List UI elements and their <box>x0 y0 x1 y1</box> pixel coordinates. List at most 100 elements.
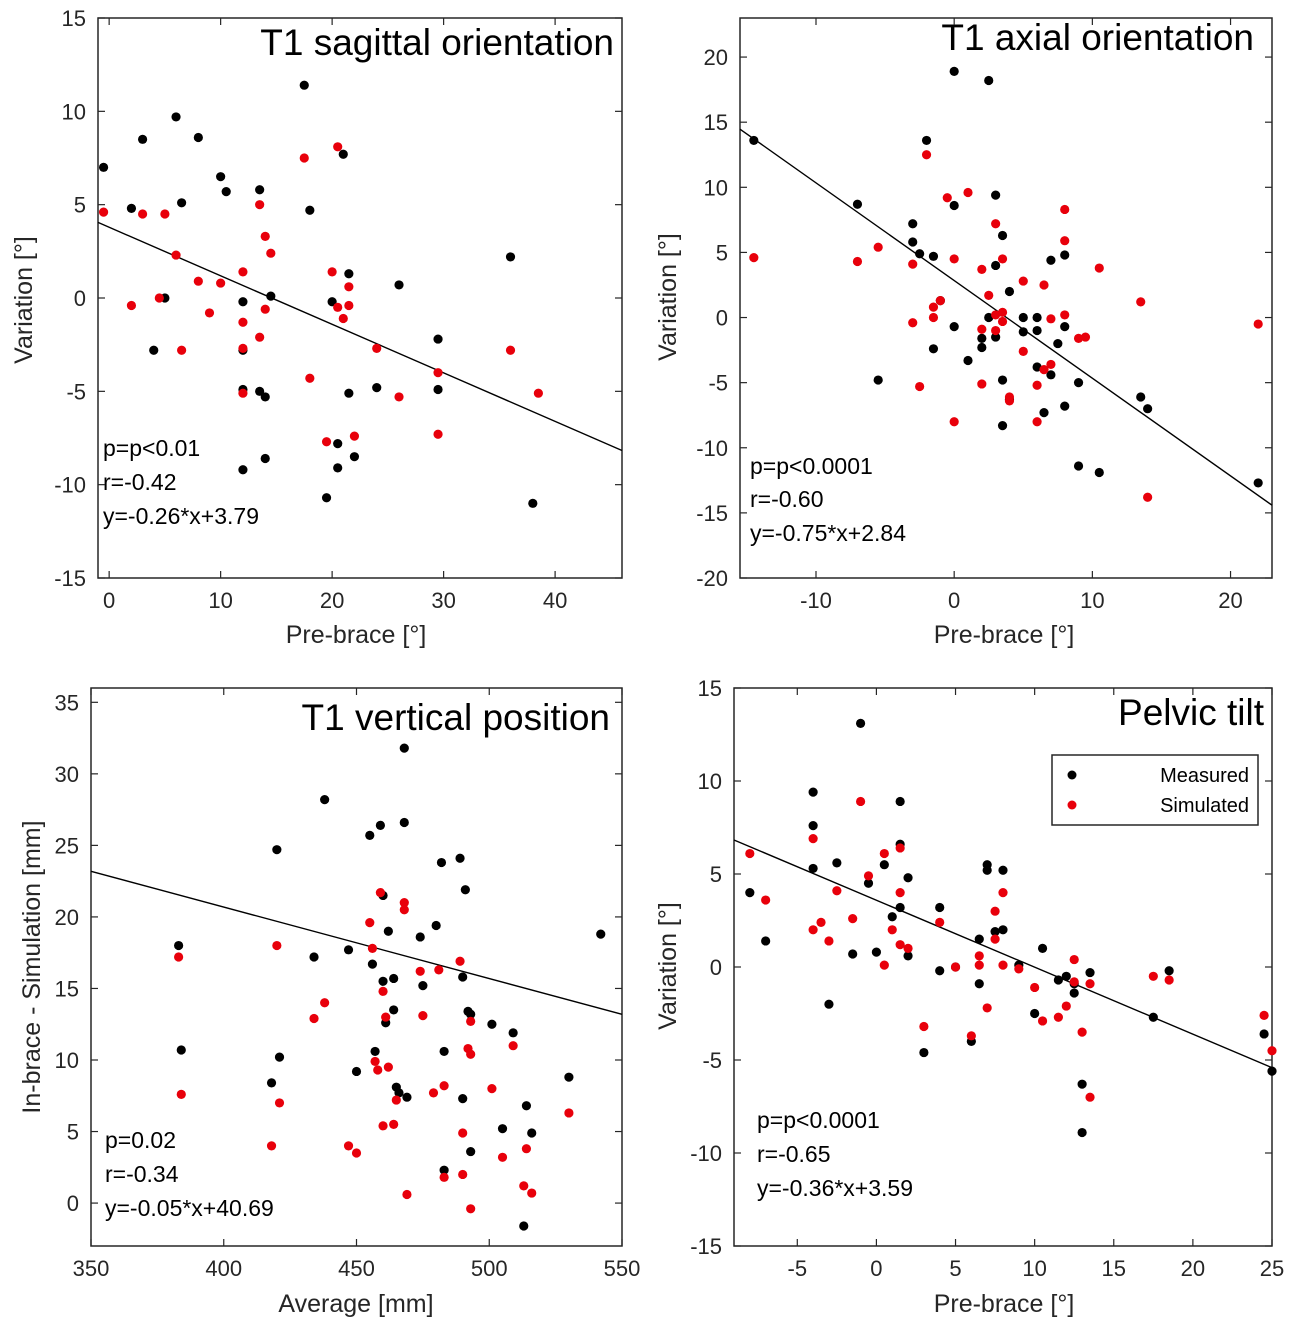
y-tick-label: -5 <box>66 379 86 404</box>
y-axis-label: In-brace - Simulation [mm] <box>18 820 46 1113</box>
stat-fit-equation: y=-0.26*x+3.79 <box>103 503 259 529</box>
measured-point <box>895 902 905 913</box>
measured-point <box>305 205 315 215</box>
simulated-point <box>908 318 918 328</box>
simulated-point <box>238 317 248 327</box>
x-tick-label: 500 <box>471 1256 508 1281</box>
x-tick-label: 20 <box>1218 588 1242 613</box>
simulated-point <box>327 267 337 277</box>
measured-point <box>177 198 187 208</box>
measured-point <box>848 949 858 959</box>
simulated-point <box>816 917 826 927</box>
simulated-point <box>1014 964 1024 974</box>
measured-point <box>1073 461 1084 471</box>
measured-point <box>466 1146 476 1157</box>
simulated-point <box>852 256 863 267</box>
panel-t1-sagittal-orientation: T1 sagittal orientation Variation [°] Pr… <box>10 6 623 649</box>
y-tick-label: 10 <box>62 99 86 124</box>
measured-point <box>399 817 409 828</box>
simulated-point <box>977 379 987 389</box>
measured-point <box>935 966 945 976</box>
measured-point <box>1069 988 1079 998</box>
simulated-point <box>564 1108 574 1118</box>
y-tick-label: -10 <box>54 473 86 498</box>
measured-point <box>1018 327 1028 337</box>
measured-point <box>455 853 465 863</box>
measured-point <box>1032 362 1042 372</box>
simulated-point <box>974 951 984 961</box>
stat-fit-equation: y=-0.36*x+3.59 <box>757 1175 913 1201</box>
y-tick-label: 0 <box>710 955 722 980</box>
measured-point <box>431 920 441 931</box>
measured-point <box>274 1052 285 1062</box>
measured-point <box>908 237 918 247</box>
stat-p-value: p=0.02 <box>105 1127 176 1153</box>
simulated-point <box>1077 1027 1087 1037</box>
measured-point <box>903 873 913 883</box>
measured-point <box>389 1005 399 1015</box>
measured-point <box>997 230 1008 241</box>
simulated-point <box>321 437 332 447</box>
simulated-point <box>935 296 945 306</box>
simulated-point <box>533 388 543 398</box>
simulated-point <box>808 925 818 935</box>
simulated-point <box>950 962 961 972</box>
x-tick-label: -5 <box>788 1256 808 1281</box>
measured-point <box>321 493 332 503</box>
simulated-point <box>399 905 409 915</box>
measured-point <box>260 392 270 402</box>
measured-point <box>1037 943 1048 954</box>
simulated-point <box>1039 280 1049 290</box>
measured-point <box>1053 975 1063 985</box>
x-tick-label: 0 <box>103 588 115 613</box>
measured-point <box>887 912 897 922</box>
simulated-point <box>365 918 375 928</box>
simulated-point <box>466 1016 476 1026</box>
simulated-point <box>749 253 759 263</box>
simulated-point <box>378 986 388 996</box>
simulated-point <box>998 960 1008 970</box>
y-tick-label: -15 <box>690 1234 722 1259</box>
measured-point <box>238 465 248 475</box>
simulated-point <box>455 956 465 966</box>
y-tick-label: 15 <box>55 976 79 1001</box>
simulated-point <box>991 219 1001 229</box>
measured-point <box>1259 1029 1269 1039</box>
simulated-point <box>260 304 270 314</box>
y-tick-label: 15 <box>62 6 86 31</box>
y-axis-label: Variation [°] <box>654 233 682 361</box>
x-tick-label: 5 <box>949 1256 961 1281</box>
simulated-point <box>238 388 248 398</box>
measured-point <box>997 421 1008 431</box>
stat-fit-equation: y=-0.75*x+2.84 <box>750 520 906 546</box>
legend-label-measured: Measured <box>1160 765 1249 787</box>
y-tick-label: -20 <box>696 566 728 591</box>
measured-point <box>977 333 987 343</box>
measured-point <box>436 857 447 868</box>
simulated-point <box>367 943 378 954</box>
simulated-point <box>949 254 959 264</box>
measured-point <box>367 959 378 969</box>
simulated-point <box>761 895 771 905</box>
y-tick-label: 25 <box>55 833 79 858</box>
simulated-point <box>399 898 409 908</box>
x-tick-label: 10 <box>208 588 232 613</box>
simulated-point <box>238 343 248 353</box>
stat-p-value: p=p<0.0001 <box>757 1107 880 1133</box>
legend-marker-measured <box>1067 770 1077 780</box>
simulated-point <box>1060 204 1070 215</box>
measured-point <box>915 249 925 259</box>
simulated-point <box>997 254 1008 264</box>
measured-point <box>272 845 282 855</box>
measured-point <box>998 925 1008 935</box>
measured-point <box>949 322 959 332</box>
simulated-point <box>439 1081 449 1091</box>
simulated-point <box>1069 977 1079 987</box>
measured-point <box>171 112 181 122</box>
measured-point <box>808 821 818 831</box>
measured-point <box>344 388 354 398</box>
simulated-point <box>309 1013 319 1024</box>
y-tick-label: 15 <box>698 676 722 701</box>
simulated-point <box>895 843 905 853</box>
